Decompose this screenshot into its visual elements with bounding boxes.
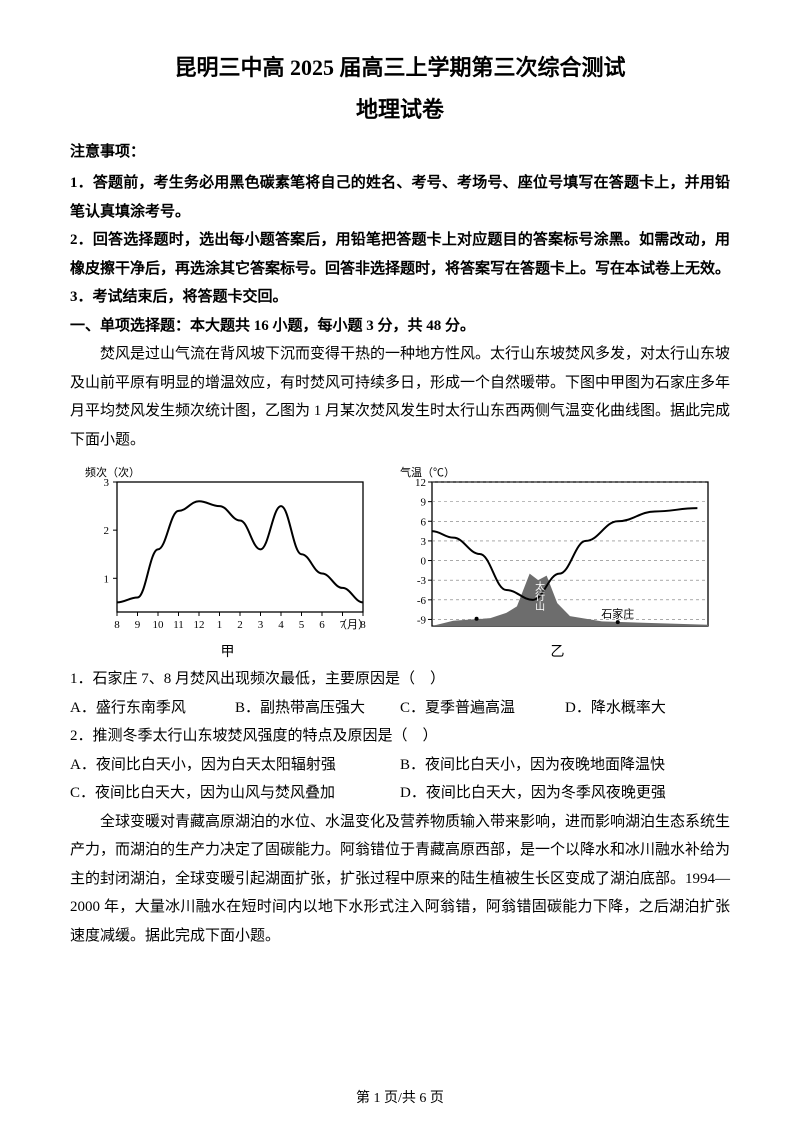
svg-text:-3: -3	[416, 575, 426, 587]
svg-text:12: 12	[415, 477, 426, 489]
q1-stem: 1．石家庄 7、8 月焚风出现频次最低，主要原因是（ ）	[70, 665, 730, 694]
q2-opt-d: D．夜间比白天大，因为冬季风夜晚更强	[400, 779, 730, 808]
notice-header: 注意事项：	[70, 140, 730, 161]
svg-text:9: 9	[134, 619, 140, 631]
svg-text:0: 0	[420, 556, 426, 568]
svg-text:-6: -6	[416, 595, 426, 607]
svg-text:4: 4	[278, 619, 284, 631]
chart-yi-svg: 气温（℃）-9-6-3036912太原太行山石家庄	[398, 464, 718, 634]
svg-text:3: 3	[103, 477, 109, 489]
svg-text:3: 3	[420, 536, 426, 548]
notice-1: 1．答题前，考生务必用黑色碳素笔将自己的姓名、考号、考场号、座位号填写在答题卡上…	[70, 169, 730, 226]
svg-text:1: 1	[216, 619, 222, 631]
svg-text:2: 2	[237, 619, 243, 631]
chart-jia: 频次（次）1238910111212345678（月） 甲	[83, 464, 373, 661]
q1-opt-b: B．副热带高压强大	[235, 694, 400, 723]
q2-stem: 2．推测冬季太行山东坡焚风强度的特点及原因是（ ）	[70, 722, 730, 751]
chart-jia-svg: 频次（次）1238910111212345678（月）	[83, 464, 373, 634]
q1-opt-c: C．夏季普遍高温	[400, 694, 565, 723]
q2-options-row1: A．夜间比白天小，因为白天太阳辐射强 B．夜间比白天小，因为夜晚地面降温快	[70, 751, 730, 780]
charts-row: 频次（次）1238910111212345678（月） 甲 气温（℃）-9-6-…	[70, 464, 730, 661]
svg-text:太行山: 太行山	[532, 580, 544, 611]
passage-1: 焚风是过山气流在背风坡下沉而变得干热的一种地方性风。太行山东坡焚风多发，对太行山…	[70, 340, 730, 454]
notice-2: 2．回答选择题时，选出每小题答案后，用铅笔把答题卡上对应题目的答案标号涂黑。如需…	[70, 226, 730, 283]
svg-text:12: 12	[193, 619, 204, 631]
svg-text:6: 6	[319, 619, 325, 631]
q1-opt-a: A．盛行东南季风	[70, 694, 235, 723]
q1-options: A．盛行东南季风 B．副热带高压强大 C．夏季普遍高温 D．降水概率大	[70, 694, 730, 723]
section-1-header: 一、单项选择题：本大题共 16 小题，每小题 3 分，共 48 分。	[70, 312, 730, 341]
svg-text:1: 1	[103, 573, 109, 585]
passage-2: 全球变暖对青藏高原湖泊的水位、水温变化及营养物质输入带来影响，进而影响湖泊生态系…	[70, 808, 730, 951]
svg-text:-9: -9	[416, 614, 426, 626]
page-footer: 第 1 页/共 6 页	[0, 1087, 800, 1107]
svg-text:6: 6	[420, 516, 426, 528]
svg-text:11: 11	[173, 619, 184, 631]
q2-opt-b: B．夜间比白天小，因为夜晚地面降温快	[400, 751, 730, 780]
title-main: 昆明三中高 2025 届高三上学期第三次综合测试	[70, 50, 730, 82]
q1-opt-d: D．降水概率大	[565, 694, 730, 723]
q2-opt-a: A．夜间比白天小，因为白天太阳辐射强	[70, 751, 400, 780]
svg-text:3: 3	[257, 619, 263, 631]
title-sub: 地理试卷	[70, 92, 730, 124]
q2-options-row2: C．夜间比白天大，因为山风与焚风叠加 D．夜间比白天大，因为冬季风夜晚更强	[70, 779, 730, 808]
svg-text:2: 2	[103, 525, 109, 537]
svg-text:（月）: （月）	[336, 618, 369, 631]
svg-text:5: 5	[298, 619, 304, 631]
svg-text:8: 8	[114, 619, 120, 631]
svg-text:气温（℃）: 气温（℃）	[400, 465, 455, 479]
chart-yi: 气温（℃）-9-6-3036912太原太行山石家庄 乙	[398, 464, 718, 661]
svg-text:频次（次）: 频次（次）	[85, 465, 140, 479]
chart-jia-caption: 甲	[83, 641, 373, 661]
svg-text:9: 9	[420, 497, 426, 509]
svg-text:石家庄: 石家庄	[601, 606, 634, 620]
chart-yi-caption: 乙	[398, 641, 718, 661]
svg-text:10: 10	[152, 619, 164, 631]
notice-3: 3．考试结束后，将答题卡交回。	[70, 283, 730, 312]
q2-opt-c: C．夜间比白天大，因为山风与焚风叠加	[70, 779, 400, 808]
exam-page: 昆明三中高 2025 届高三上学期第三次综合测试 地理试卷 注意事项： 1．答题…	[0, 0, 800, 1131]
